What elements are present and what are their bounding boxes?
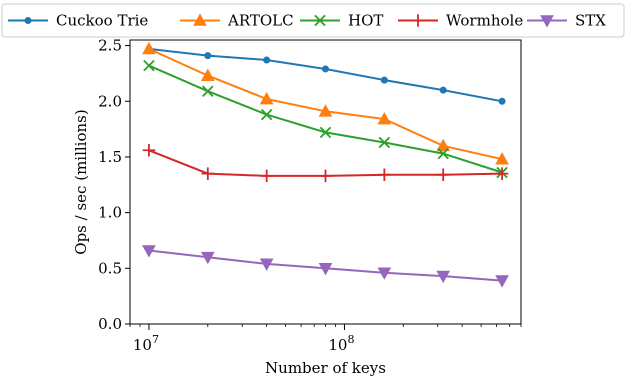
- legend-marker: [411, 14, 425, 27]
- data-point: [439, 86, 447, 94]
- data-point: [260, 169, 273, 183]
- x-axis-label: Number of keys: [265, 359, 386, 377]
- legend-marker: [24, 17, 32, 24]
- data-point: [200, 251, 215, 265]
- data-point: [318, 104, 333, 117]
- data-point: [204, 52, 212, 60]
- data-point: [201, 167, 215, 180]
- y-tick-label: 2.5: [98, 37, 122, 55]
- data-point: [263, 56, 271, 64]
- data-point: [200, 68, 215, 81]
- data-point: [377, 267, 392, 280]
- legend-label: HOT: [348, 12, 383, 30]
- legend-label: ARTOLC: [227, 12, 294, 30]
- data-point: [437, 147, 449, 160]
- data-point: [142, 245, 156, 258]
- data-point: [322, 65, 329, 73]
- data-point: [142, 143, 156, 157]
- data-point: [202, 85, 214, 97]
- data-point: [378, 168, 391, 182]
- y-tick-label: 0.0: [98, 315, 122, 333]
- legend-label: Cuckoo Trie: [56, 12, 148, 30]
- x-tick-label: 107: [133, 333, 159, 354]
- data-point: [318, 263, 333, 276]
- data-point: [142, 41, 156, 55]
- plot-area: 0.0 0.5 1.0 1.5 2.0 2.5 107 108: [98, 37, 522, 354]
- y-tick-label: 0.5: [98, 259, 122, 277]
- series-line: [148, 47, 503, 103]
- y-tick-label: 1.5: [98, 148, 122, 166]
- legend-label: STX: [575, 12, 606, 30]
- y-tick-label: 2.0: [98, 92, 122, 110]
- data-point: [495, 275, 509, 288]
- data-point: [319, 169, 332, 183]
- data-point: [436, 270, 451, 284]
- data-point: [319, 126, 332, 139]
- legend-label: Wormhole: [446, 12, 523, 30]
- data-point: [495, 152, 509, 165]
- data-point: [143, 59, 155, 72]
- x-tick-label: 108: [328, 333, 354, 354]
- data-point: [498, 97, 506, 105]
- data-point: [377, 112, 392, 125]
- data-point: [495, 167, 509, 180]
- legend-marker: [193, 13, 207, 26]
- data-point: [378, 136, 391, 149]
- y-axis-label: Ops / sec (millions): [72, 109, 90, 254]
- data-point: [259, 91, 274, 105]
- legend: Cuckoo Trie ARTOLC HOT Wormhole STX: [1, 3, 625, 38]
- data-point: [380, 76, 388, 84]
- series-line: [148, 64, 503, 174]
- series-line: [148, 47, 503, 161]
- data-point: [259, 258, 274, 271]
- data-point: [436, 138, 451, 152]
- data-point: [436, 168, 450, 182]
- legend-marker: [540, 15, 554, 28]
- legend-marker: [314, 14, 326, 27]
- data-point: [260, 108, 273, 121]
- y-tick-label: 1.0: [98, 204, 122, 222]
